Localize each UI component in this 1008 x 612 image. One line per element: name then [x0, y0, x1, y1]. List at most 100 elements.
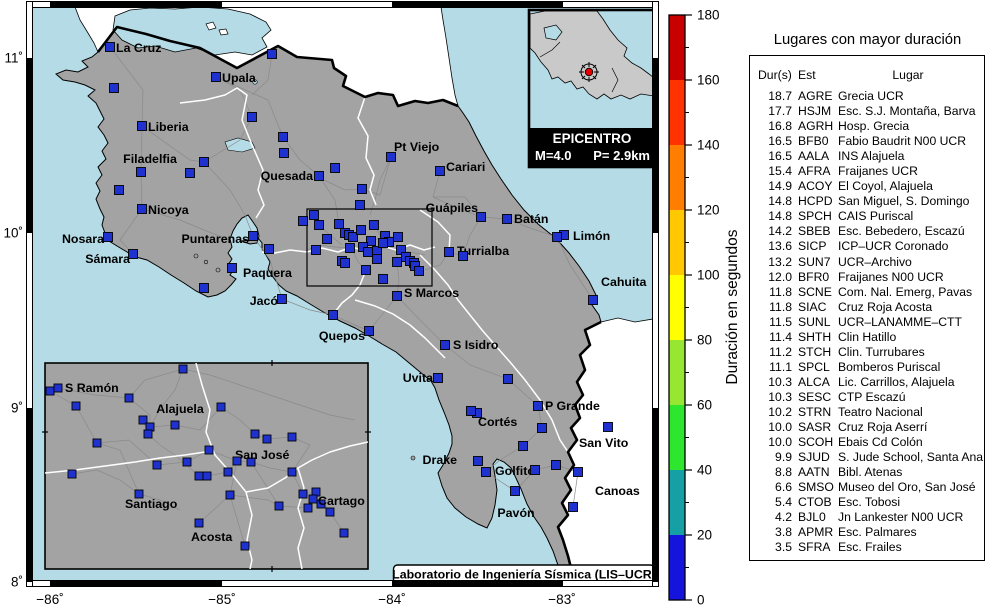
- table-row: 10.3 SESC CTP Escazú: [750, 390, 984, 405]
- cell-station-code: SASR: [798, 420, 832, 435]
- station-marker: [503, 374, 513, 384]
- station-marker: [109, 83, 119, 93]
- table-row: 10.0 SASR Cruz Roja Aserrí: [750, 420, 984, 435]
- cell-station-code: CTOB: [798, 495, 832, 510]
- credit-text: Laboratorio de Ingeniería Sísmica (LIS–U…: [392, 568, 656, 582]
- station-marker: [334, 219, 344, 229]
- station-marker: [134, 489, 144, 499]
- station-marker: [435, 166, 445, 176]
- lon-axis-label: −86˚: [36, 592, 63, 607]
- station-label: Pt Viejo: [394, 140, 440, 154]
- station-marker: [274, 501, 284, 511]
- cell-station-code: SFRA: [798, 540, 831, 555]
- station-marker: [225, 490, 235, 500]
- colorbar-segment: [669, 210, 685, 275]
- cell-place: El Coyol, Alajuela: [838, 179, 933, 194]
- station-marker: [311, 245, 321, 255]
- cell-station-code: SICP: [798, 239, 827, 254]
- station-marker: [364, 326, 374, 336]
- cell-duration: 14.9: [768, 179, 792, 194]
- stations-main: La Cruz Upala Liberia Filadelfia Quesada Nico…: [62, 41, 647, 520]
- cell-place: Fraijanes N00 UCR: [838, 269, 944, 284]
- cell-place: UCR–LANAMME–CTT: [838, 314, 962, 329]
- station-marker: [185, 168, 195, 178]
- station-label: Guápiles: [426, 201, 478, 215]
- station-marker: [433, 373, 443, 383]
- station-marker: [392, 291, 402, 301]
- station-marker: [223, 467, 233, 477]
- cell-station-code: AGRH: [798, 119, 834, 134]
- colorbar-tick-label: 60: [697, 398, 712, 413]
- station-marker: [314, 171, 324, 181]
- cell-duration: 11.2: [769, 344, 792, 359]
- table-row: 16.5 BFB0 Fabio Baudrit N00 UCR: [750, 134, 984, 149]
- station-marker: [537, 423, 547, 433]
- cell-station-code: SPCH: [798, 209, 832, 224]
- colorbar-tick-label: 100: [697, 268, 720, 283]
- table-row: 3.8 APMR Esc. Palmares: [750, 525, 984, 540]
- station-marker: [378, 238, 388, 248]
- station-marker: [247, 112, 257, 122]
- colorbar-tick-label: 20: [697, 528, 712, 543]
- table-row: 8.8 AATN Bibl. Atenas: [750, 465, 984, 480]
- station-marker: [250, 429, 260, 439]
- station-marker: [414, 266, 424, 276]
- table-row: 17.7 HSJM Esc. S.J. Montaña, Barva: [750, 104, 984, 119]
- station-marker: [476, 212, 486, 222]
- table-row: 14.8 HCPD San Miguel, S. Domingo: [750, 194, 984, 209]
- small-islands: [193, 253, 416, 461]
- detail-inset: S Ramón Alajuela San José Santiago Cartago Ac…: [42, 360, 371, 572]
- epicenter-banner: [529, 128, 655, 167]
- station-marker: [314, 220, 324, 230]
- station-label: Pavón: [497, 506, 534, 520]
- cell-station-code: SCNE: [798, 284, 832, 299]
- station-marker: [124, 393, 134, 403]
- table-row: 16.5 AALA INS Alajuela: [750, 149, 984, 164]
- cell-duration: 14.8: [768, 194, 792, 209]
- station-label: Filadelfia: [123, 152, 177, 166]
- station-marker: [316, 499, 326, 509]
- table-row: 11.1 SPCL Bomberos Puriscal: [750, 360, 984, 375]
- cell-station-code: AALA: [798, 149, 830, 164]
- station-marker: [358, 242, 368, 252]
- table-row: 3.5 SFRA Esc. Frailes: [750, 540, 984, 555]
- station-marker: [240, 541, 250, 551]
- table-row: 5.4 CTOB Esc. Tobosi: [750, 495, 984, 510]
- station-marker: [393, 232, 403, 242]
- station-marker: [267, 49, 277, 59]
- colorbar-segment: [669, 80, 685, 145]
- international-borders: [96, 25, 602, 581]
- colorbar-tick-label: 80: [697, 333, 712, 348]
- cell-station-code: BFR0: [798, 269, 830, 284]
- lon-axis-label: −83˚: [548, 592, 575, 607]
- cell-place: Teatro Nacional: [838, 404, 923, 419]
- duration-table-title: Lugares con mayor duración: [773, 32, 962, 48]
- table-row: 4.2 BJL0 Jn Lankester N00 UCR: [750, 510, 984, 525]
- table-row: 14.8 SPCH CAIS Puriscal: [750, 209, 984, 224]
- station-marker: [551, 460, 561, 470]
- station-label: Santiago: [125, 497, 178, 511]
- colorbar-segment: [669, 15, 685, 80]
- cell-place: Esc. Palmares: [838, 525, 917, 540]
- stations-inset: S Ramón Alajuela San José Santiago Cartago Ac…: [45, 364, 365, 551]
- station-marker: [322, 234, 332, 244]
- station-marker: [372, 254, 382, 264]
- station-marker: [103, 232, 113, 242]
- lake-arenal: [224, 137, 256, 153]
- table-row: 9.9 SJUD S. Jude School, Santa Ana: [750, 450, 984, 465]
- cell-place: CTP Escazú: [838, 389, 906, 404]
- station-marker: [510, 486, 520, 496]
- station-marker: [92, 438, 102, 448]
- cell-duration: 16.5: [768, 149, 792, 164]
- study-area-rectangle: [306, 208, 433, 287]
- small-lake: [252, 79, 258, 85]
- station-marker: [216, 402, 226, 412]
- cell-duration: 3.5: [775, 540, 792, 555]
- station-label: Jacó: [250, 294, 279, 308]
- station-marker: [481, 467, 491, 477]
- header-duration: Dur(s): [758, 68, 792, 82]
- lat-axis-label: 9˚: [11, 401, 23, 416]
- cell-duration: 17.7: [768, 104, 792, 119]
- cell-place: Grecia UCR: [838, 89, 904, 103]
- station-marker: [264, 244, 274, 254]
